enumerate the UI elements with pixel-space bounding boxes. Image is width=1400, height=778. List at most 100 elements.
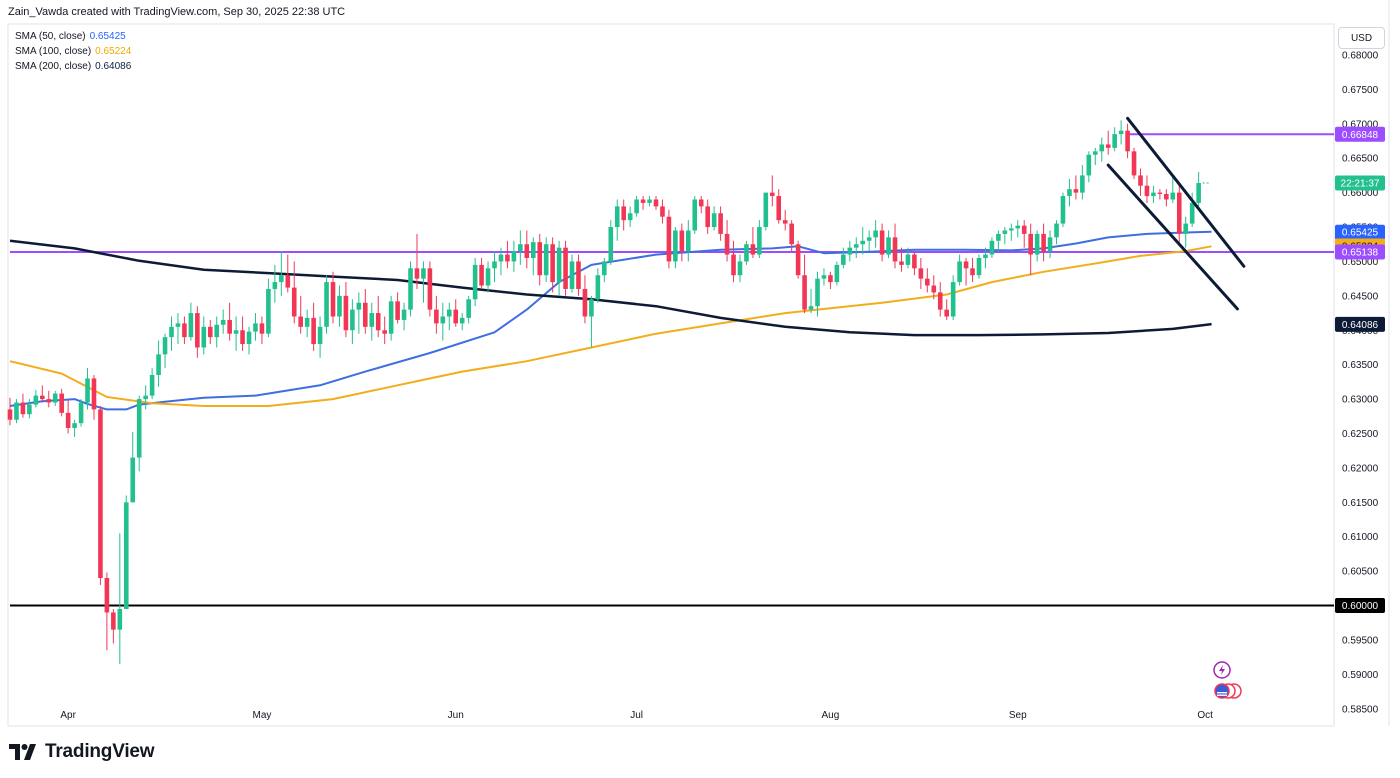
candle[interactable] <box>1144 175 1150 203</box>
candle[interactable] <box>1099 137 1105 162</box>
candle[interactable] <box>479 258 484 289</box>
candle[interactable] <box>543 237 549 283</box>
candle[interactable] <box>886 230 891 258</box>
candle[interactable] <box>350 299 355 345</box>
candle[interactable] <box>1125 123 1130 159</box>
candle[interactable] <box>892 223 898 269</box>
legend-sma-50[interactable]: SMA (50, close) 0.65425 <box>15 29 131 44</box>
candle[interactable] <box>1151 185 1156 203</box>
candle[interactable] <box>156 340 161 387</box>
candle[interactable] <box>98 405 103 585</box>
candle[interactable] <box>162 333 168 369</box>
candle[interactable] <box>1028 223 1033 276</box>
candle[interactable] <box>246 326 252 355</box>
candle[interactable] <box>1138 168 1143 197</box>
candle[interactable] <box>937 282 943 317</box>
candle[interactable] <box>1047 230 1053 258</box>
candle[interactable] <box>673 227 678 269</box>
candle[interactable] <box>466 295 471 324</box>
candle[interactable] <box>72 419 77 437</box>
price-tag[interactable]: 0.65138 <box>1335 244 1385 260</box>
candle[interactable] <box>388 295 394 341</box>
candle[interactable] <box>233 316 239 351</box>
candle[interactable] <box>608 220 614 265</box>
candle[interactable] <box>634 196 639 217</box>
candle[interactable] <box>834 261 840 286</box>
candle[interactable] <box>1054 220 1059 245</box>
candle[interactable] <box>14 399 19 424</box>
candle[interactable] <box>91 375 97 420</box>
candle[interactable] <box>401 302 407 331</box>
candle[interactable] <box>272 264 278 303</box>
candle[interactable] <box>912 251 917 276</box>
candle[interactable] <box>40 385 45 403</box>
candle[interactable] <box>530 237 536 276</box>
price-chart[interactable]: 0.680000.675000.670000.665000.660000.655… <box>0 0 1400 740</box>
candle[interactable] <box>492 251 497 283</box>
candle[interactable] <box>782 209 788 231</box>
candle[interactable] <box>660 199 665 224</box>
price-tag[interactable]: 0.60000 <box>1335 598 1385 614</box>
tradingview-logo[interactable]: TradingView <box>9 740 155 764</box>
candle[interactable] <box>989 237 995 258</box>
candle[interactable] <box>1080 165 1085 200</box>
candle[interactable] <box>1073 175 1079 200</box>
candle[interactable] <box>382 316 387 345</box>
candle[interactable] <box>899 247 904 272</box>
candle[interactable] <box>576 254 581 296</box>
candle[interactable] <box>169 316 174 351</box>
candle[interactable] <box>925 268 930 293</box>
candle[interactable] <box>724 220 730 262</box>
candle[interactable] <box>589 295 594 348</box>
candle[interactable] <box>446 302 452 331</box>
plot-area[interactable] <box>7 23 1335 727</box>
candle[interactable] <box>550 237 555 293</box>
candle[interactable] <box>931 275 937 300</box>
candle[interactable] <box>763 192 769 231</box>
price-tag[interactable]: 0.66848 <box>1335 126 1385 142</box>
candle[interactable] <box>653 196 659 210</box>
candle[interactable] <box>614 199 620 241</box>
candle[interactable] <box>27 399 32 419</box>
legend-sma-100[interactable]: SMA (100, close) 0.65224 <box>15 44 131 59</box>
candle[interactable] <box>789 220 794 252</box>
candle[interactable] <box>311 302 316 351</box>
candle[interactable] <box>1164 189 1169 207</box>
candle[interactable] <box>363 288 368 334</box>
candle[interactable] <box>602 258 607 283</box>
candle[interactable] <box>511 240 517 272</box>
candle[interactable] <box>718 206 723 241</box>
candle[interactable] <box>111 609 116 644</box>
candle[interactable] <box>104 572 110 651</box>
candle[interactable] <box>330 271 336 324</box>
candle[interactable] <box>815 271 820 317</box>
candle[interactable] <box>1183 216 1189 248</box>
candle[interactable] <box>434 295 439 334</box>
candle[interactable] <box>201 316 207 355</box>
candle[interactable] <box>757 220 762 258</box>
candle[interactable] <box>711 206 717 231</box>
candle[interactable] <box>640 196 646 210</box>
candle[interactable] <box>873 220 878 248</box>
price-tag[interactable]: 0.64086 <box>1335 316 1385 332</box>
candle[interactable] <box>860 227 866 255</box>
candle[interactable] <box>427 261 433 317</box>
candle[interactable] <box>304 309 310 338</box>
candle[interactable] <box>266 278 271 338</box>
candle[interactable] <box>59 388 64 417</box>
sma-line[interactable] <box>9 245 1212 407</box>
candle[interactable] <box>996 230 1001 252</box>
candle[interactable] <box>220 309 226 334</box>
candle[interactable] <box>1131 147 1137 179</box>
candle[interactable] <box>207 319 213 345</box>
candle[interactable] <box>692 196 698 234</box>
candle[interactable] <box>647 196 652 207</box>
economic-events-flag-icon[interactable] <box>1214 683 1242 699</box>
candle[interactable] <box>440 302 446 341</box>
candle[interactable] <box>395 292 400 324</box>
candle[interactable] <box>976 254 982 279</box>
candle[interactable] <box>259 316 265 345</box>
candle[interactable] <box>627 206 633 228</box>
candle[interactable] <box>918 258 924 289</box>
candle[interactable] <box>1002 227 1008 245</box>
